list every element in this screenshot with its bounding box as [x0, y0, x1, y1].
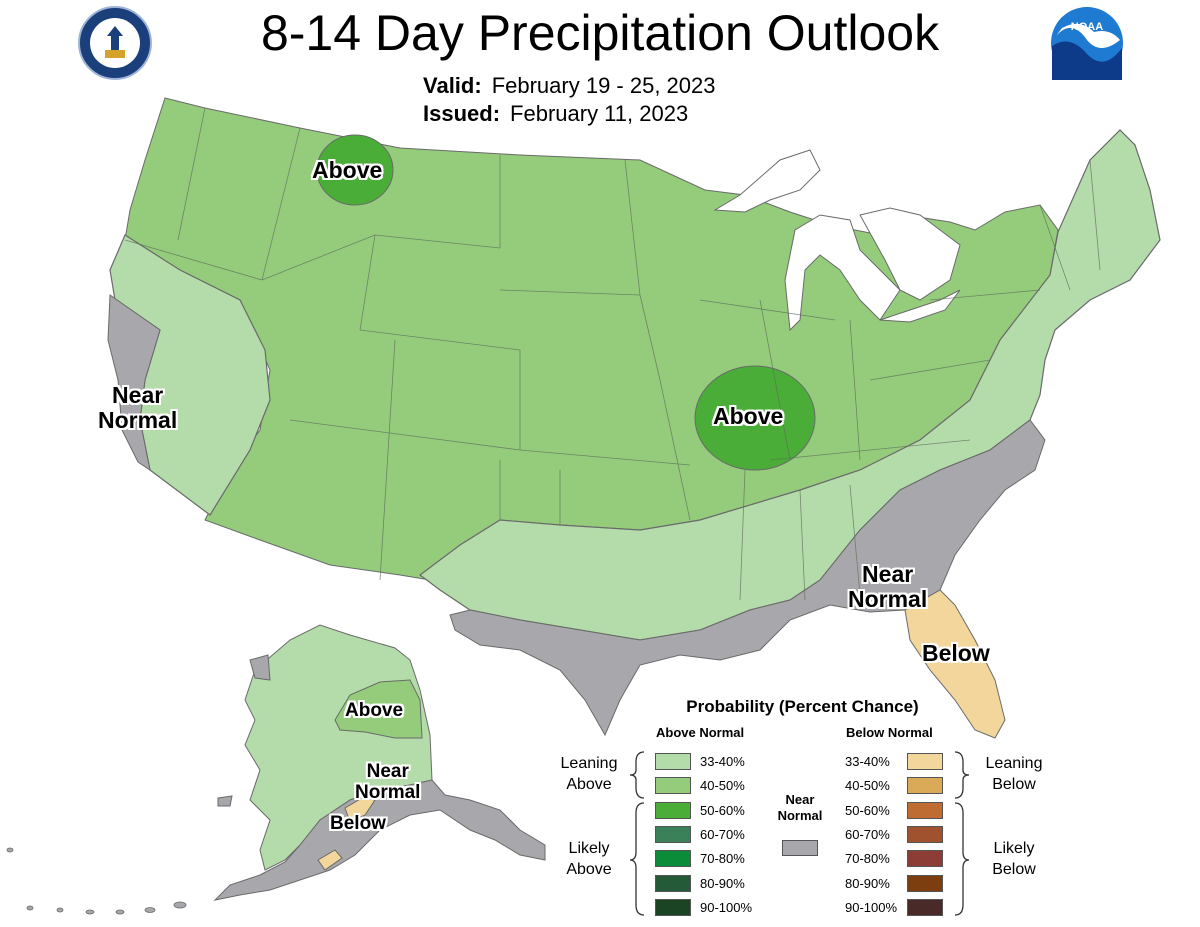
alaska-above-label: Above [345, 700, 404, 721]
alaska-above-40-50-region [334, 679, 423, 739]
above-range-7: 90-100% [700, 900, 753, 915]
california-near-normal-label: Near Normal [98, 383, 177, 433]
alaska-near-text: Near [366, 761, 409, 782]
alaska-below-region [317, 797, 376, 871]
department-of-commerce-seal-icon [78, 6, 152, 80]
above-swatch-6 [655, 875, 691, 892]
california-near-normal-region [107, 294, 161, 472]
legend-title: Probability (Percent Chance) [686, 697, 919, 716]
valid-line: Valid: February 19 - 25, 2023 [423, 73, 716, 99]
likely-below-text-1: Likely [993, 840, 1035, 857]
valid-label: Valid: [423, 73, 482, 98]
legend-above-header: Above Normal [656, 725, 745, 740]
alaska-west-islands [217, 654, 271, 807]
above-range-6: 80-90% [700, 876, 745, 891]
below-swatch-7 [907, 899, 943, 916]
below-swatch-5 [907, 850, 943, 867]
southeast-near-normal-label: Near Normal [848, 562, 927, 612]
below-range-1: 33-40% [845, 754, 890, 769]
below-swatch-1 [907, 753, 943, 770]
likely-above-text-2: Above [566, 860, 612, 878]
below-range-2: 40-50% [845, 778, 890, 793]
california-near-text: Near [112, 382, 164, 408]
legend-near-normal-header: Near Normal [764, 792, 836, 823]
florida-below-region [904, 589, 1006, 739]
legend-below-header: Below Normal [846, 725, 933, 740]
leaning-above-text-2: Above [566, 775, 612, 793]
leaning-above-text-1: Leaning [560, 755, 618, 772]
below-range-6: 80-90% [845, 876, 890, 891]
legend-likely-above-group: Likely Above [550, 839, 628, 881]
southeast-near-normal-region [449, 419, 1046, 737]
above-range-5: 70-80% [700, 851, 745, 866]
legend-normal-text: Normal [777, 807, 823, 823]
likely-below-text-2: Below [992, 860, 1036, 878]
below-range-4: 60-70% [845, 827, 890, 842]
leaning-below-text-2: Below [992, 775, 1036, 793]
state-boundaries [124, 107, 1101, 601]
legend-likely-below-group: Likely Below [975, 839, 1053, 881]
missouri-above-50-60-region [694, 365, 816, 471]
page-title: 8-14 Day Precipitation Outlook [260, 5, 940, 61]
below-swatch-3 [907, 802, 943, 819]
issued-line: Issued: February 11, 2023 [423, 101, 688, 127]
below-range-5: 70-80% [845, 851, 890, 866]
issued-date: February 11, 2023 [510, 101, 689, 126]
above-swatch-5 [655, 850, 691, 867]
above-swatch-3 [655, 802, 691, 819]
southeast-normal-text: Normal [848, 585, 928, 612]
issued-label: Issued: [423, 101, 501, 126]
below-range-7: 90-100% [845, 900, 898, 915]
above-swatch-4 [655, 826, 691, 843]
alaska-near-normal-label: Near Normal [355, 761, 421, 803]
below-swatch-2 [907, 777, 943, 794]
likely-above-text-1: Likely [568, 840, 610, 857]
above-swatch-7 [655, 899, 691, 916]
valid-dates: February 19 - 25, 2023 [491, 73, 716, 98]
montana-above-label: Above [312, 157, 383, 183]
florida-below-label: Below [922, 640, 990, 666]
below-swatch-6 [907, 875, 943, 892]
legend-leaning-above-group: Leaning Above [550, 754, 628, 796]
below-swatch-4 [907, 826, 943, 843]
missouri-above-label: Above [713, 403, 784, 429]
above-range-1: 33-40% [700, 754, 745, 769]
leaning-below-text-1: Leaning [985, 755, 1043, 772]
above-range-4: 60-70% [700, 827, 745, 842]
great-lakes [713, 149, 961, 332]
legend-leaning-below-group: Leaning Below [975, 754, 1053, 796]
alaska-below-label: Below [330, 813, 386, 834]
legend-near-text: Near [785, 792, 815, 807]
above-range-3: 50-60% [700, 803, 745, 818]
alaska-normal-text: Normal [355, 781, 421, 803]
alaska-near-normal-region [213, 779, 546, 901]
california-normal-text: Normal [98, 406, 178, 433]
southeast-near-text: Near [862, 561, 914, 587]
above-range-2: 40-50% [700, 778, 745, 793]
above-swatch-1 [655, 753, 691, 770]
above-swatch-2 [655, 777, 691, 794]
montana-above-50-60-region [316, 134, 394, 206]
noaa-logo-icon: NOAA [1051, 7, 1123, 80]
svg-text:NOAA: NOAA [1071, 21, 1103, 33]
legend-near-normal-swatch [782, 840, 818, 856]
below-range-3: 50-60% [845, 803, 890, 818]
aleutian-islands [6, 847, 187, 915]
